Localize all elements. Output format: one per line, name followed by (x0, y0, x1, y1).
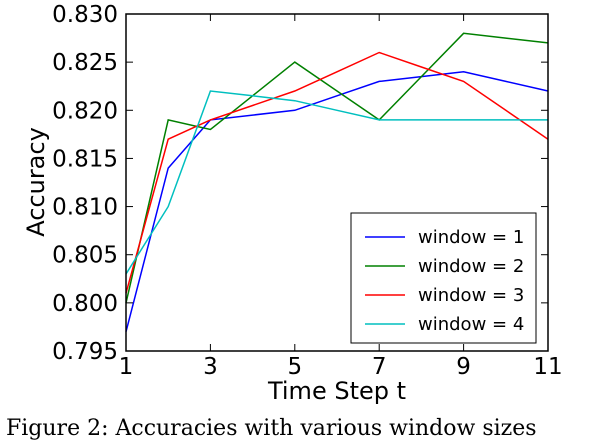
legend-label-4: window = 4 (418, 314, 524, 335)
series-line-3 (125, 51, 549, 294)
series-line-4 (125, 90, 548, 275)
ticks-layer: 1 3 5 7 9 11 0.795 0.800 0.805 0.810 0.815 0.820 0.8… (52, 2, 563, 380)
series-layer (125, 32, 549, 332)
legend: window = 1 window = 2 window = 3 window = 4 (350, 212, 537, 344)
x-tick-label: 1 (119, 354, 134, 380)
legend-label-2: window = 2 (418, 256, 524, 277)
legend-box (350, 212, 537, 344)
figure-caption: Figure 2: Accuracies with various window… (6, 416, 537, 441)
plot-frame (125, 13, 549, 352)
series-line-1 (125, 71, 549, 332)
y-tick-label: 0.805 (52, 243, 118, 269)
y-tick-label: 0.830 (52, 2, 118, 28)
y-tick-label: 0.815 (52, 146, 118, 172)
y-tick-label: 0.795 (52, 339, 118, 365)
legend-label-3: window = 3 (418, 285, 524, 306)
legend-label-1: window = 1 (418, 227, 524, 248)
y-tick-label: 0.820 (52, 98, 118, 124)
x-tick-label: 5 (287, 354, 302, 380)
y-tick-label: 0.800 (52, 291, 118, 317)
y-tick-label: 0.825 (52, 50, 118, 76)
x-tick-label: 9 (456, 354, 471, 380)
y-tick-label: 0.810 (52, 195, 118, 221)
line-chart: 1 3 5 7 9 11 0.795 0.800 0.805 0.810 0.815 0.820 0.8… (22, 2, 563, 405)
x-tick-label: 7 (372, 354, 387, 380)
y-axis-label: Accuracy (22, 127, 50, 237)
x-tick-label: 3 (203, 354, 218, 380)
x-tick-label: 11 (533, 354, 562, 380)
x-axis-label: Time Step t (267, 377, 406, 405)
